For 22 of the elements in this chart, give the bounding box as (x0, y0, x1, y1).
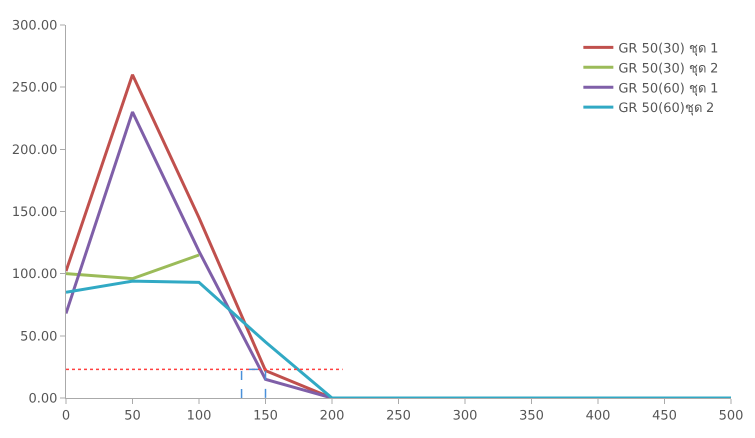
y-tick-label: 100.00 (12, 267, 58, 282)
y-tick-label: 200.00 (12, 142, 58, 158)
x-tick-label: 250 (386, 408, 411, 424)
y-tick-label: 0.00 (28, 392, 58, 407)
x-tick-label: 500 (718, 408, 744, 424)
legend-label: GR 50(30) ชุด 2 (618, 61, 718, 76)
x-tick-label: 150 (253, 408, 278, 424)
y-tick-label: 250.00 (12, 80, 58, 96)
y-tick-label: 150.00 (12, 205, 58, 220)
legend-label: GR 50(60)ชุด 2 (618, 101, 714, 116)
legend-label: GR 50(30) ชุด 1 (618, 41, 718, 56)
x-tick-label: 300 (452, 408, 478, 424)
x-tick-label: 50 (124, 408, 141, 424)
x-tick-label: 450 (652, 408, 677, 424)
x-tick-label: 100 (186, 408, 212, 424)
y-tick-label: 300.00 (12, 18, 58, 34)
x-tick-label: 350 (519, 408, 544, 424)
y-tick-label: 50.00 (20, 329, 58, 344)
x-tick-label: 0 (62, 408, 70, 424)
x-tick-label: 400 (586, 408, 610, 424)
legend-label: GR 50(60) ชุด 1 (618, 81, 718, 96)
x-tick-label: 200 (320, 408, 344, 424)
